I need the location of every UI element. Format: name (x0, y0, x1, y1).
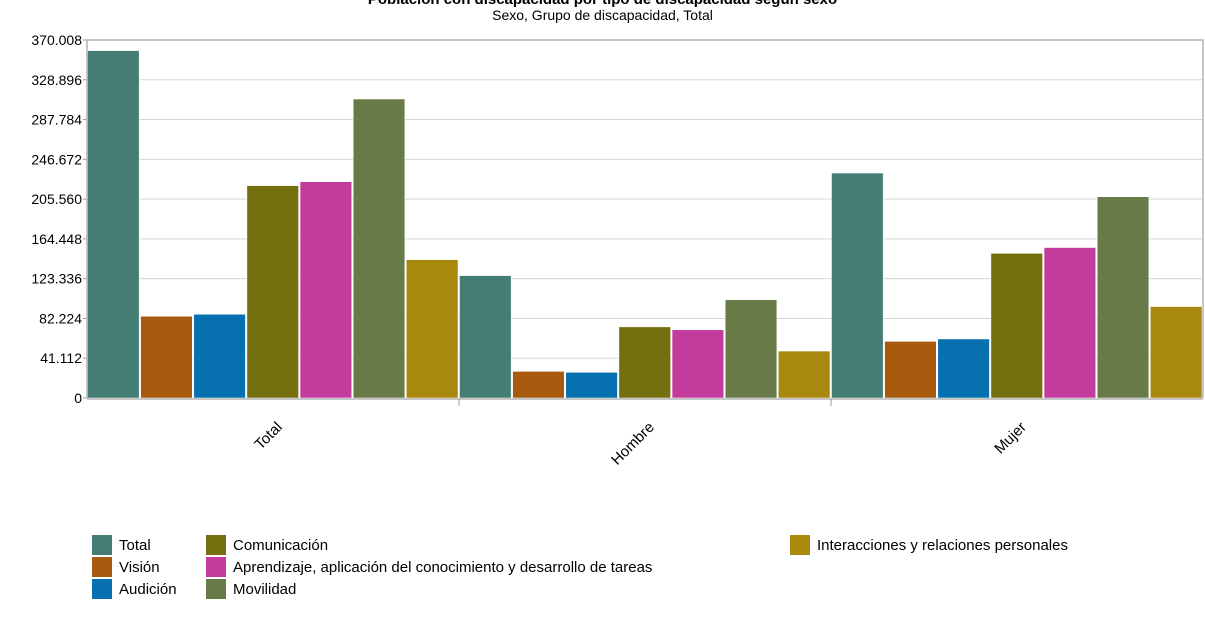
y-tick-label: 41.112 (40, 350, 82, 366)
legend-item[interactable]: Movilidad (206, 578, 296, 600)
x-tick-label: Mujer (991, 419, 1030, 458)
bar[interactable] (87, 50, 140, 399)
legend-label: Total (119, 536, 151, 554)
legend-item[interactable]: Visión (92, 556, 160, 578)
bar[interactable] (299, 181, 352, 399)
bar[interactable] (1043, 247, 1096, 399)
bar[interactable] (459, 275, 512, 399)
bar[interactable] (778, 350, 831, 399)
bar[interactable] (990, 253, 1043, 399)
legend-label: Visión (119, 558, 160, 576)
x-tick-label: Total (251, 419, 285, 453)
bar[interactable] (884, 341, 937, 399)
legend-swatch (92, 535, 112, 555)
y-tick-label: 0 (74, 390, 82, 406)
bar[interactable] (246, 185, 299, 399)
x-tick-label: Hombre (608, 419, 658, 469)
bar[interactable] (140, 315, 193, 399)
bar[interactable] (193, 314, 246, 399)
legend-item[interactable]: Aprendizaje, aplicación del conocimiento… (206, 556, 652, 578)
bar[interactable] (512, 371, 565, 399)
legend-label: Aprendizaje, aplicación del conocimiento… (233, 558, 653, 576)
bar[interactable] (352, 98, 406, 399)
y-tick-label: 328.896 (31, 72, 82, 88)
plot-frame (87, 39, 1204, 398)
y-tick-label: 205.560 (31, 191, 82, 207)
legend-item[interactable]: Interacciones y relaciones personales (790, 534, 1068, 556)
legend-label: Movilidad (233, 580, 297, 598)
legend-swatch (92, 579, 112, 599)
y-tick-label: 82.224 (39, 310, 82, 326)
legend-item[interactable]: Total (92, 534, 151, 556)
chart-title: Población con discapacidad por tipo de d… (0, 0, 1205, 8)
bar[interactable] (406, 259, 459, 399)
bar[interactable] (671, 329, 724, 399)
chart-subtitle: Sexo, Grupo de discapacidad, Total (492, 7, 713, 23)
legend-swatch (206, 557, 226, 577)
y-tick-label: 123.336 (31, 271, 82, 287)
legend-swatch (206, 579, 226, 599)
legend-label: Interacciones y relaciones personales (817, 536, 1068, 554)
y-tick-label: 164.448 (31, 231, 82, 247)
bar[interactable] (1150, 306, 1203, 399)
bar[interactable] (724, 299, 778, 399)
y-tick-label: 370.008 (31, 32, 82, 48)
bar[interactable] (565, 372, 618, 399)
legend-swatch (92, 557, 112, 577)
legend-label: Comunicación (233, 536, 329, 554)
bar[interactable] (831, 172, 884, 399)
legend-item[interactable]: Audición (92, 578, 177, 600)
legend-swatch (206, 535, 226, 555)
bar[interactable] (937, 338, 990, 399)
y-tick-label: 287.784 (31, 112, 82, 128)
legend-item[interactable]: Comunicación (206, 534, 328, 556)
bar[interactable] (1096, 196, 1150, 399)
legend-swatch (790, 535, 810, 555)
legend-label: Audición (119, 580, 177, 598)
bar[interactable] (618, 326, 671, 399)
y-tick-label: 246.672 (31, 151, 82, 167)
